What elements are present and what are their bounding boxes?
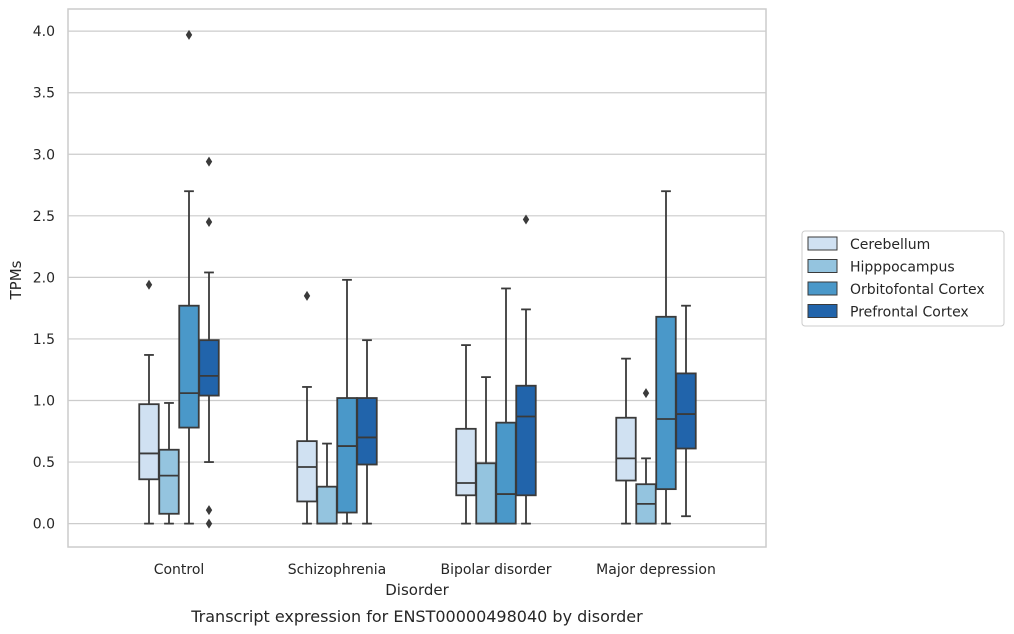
- x-axis-ticks: Control Schizophrenia Bipolar disorder Majo…: [154, 562, 716, 578]
- box-iqr: [475, 462, 497, 525]
- box-prefrontal-cortex: [515, 214, 537, 525]
- legend-label: Prefrontal Cortex: [850, 305, 969, 321]
- box-iqr: [316, 485, 338, 525]
- box-orbitofontal-cortex: [495, 287, 517, 525]
- outlier-point: [205, 216, 213, 227]
- y-tick-label: 2.0: [33, 270, 55, 286]
- y-tick-label: 0.5: [33, 455, 55, 471]
- y-axis-label: TPMs: [7, 260, 25, 300]
- box-iqr: [138, 403, 160, 481]
- outlier-point: [205, 505, 213, 516]
- box-iqr: [198, 339, 220, 397]
- box-iqr: [655, 315, 677, 491]
- axes-frame: [67, 8, 767, 548]
- y-tick-label: 1.5: [33, 332, 55, 348]
- legend-swatch: [807, 259, 838, 273]
- x-tick-label: Schizophrenia: [288, 562, 386, 578]
- y-tick-label: 3.0: [33, 147, 55, 163]
- box-iqr: [178, 304, 200, 429]
- box-prefrontal-cortex: [356, 339, 378, 525]
- legend-swatch: [807, 304, 838, 318]
- y-tick-label: 2.5: [33, 209, 55, 225]
- outlier-point: [205, 518, 213, 529]
- outlier-point: [303, 290, 311, 301]
- box-orbitofontal-cortex: [655, 190, 677, 525]
- box-iqr: [455, 427, 477, 497]
- box-hipppocampus: [475, 376, 497, 525]
- figure-caption: Transcript expression for ENST0000049804…: [190, 607, 643, 626]
- box-iqr: [158, 448, 180, 515]
- legend: Cerebellum Hipppocampus Orbitofontal Corte…: [801, 230, 1005, 327]
- x-tick-label: Control: [154, 562, 205, 578]
- legend-label: Orbitofontal Cortex: [850, 282, 985, 298]
- plot-area: [138, 29, 697, 529]
- legend-label: Cerebellum: [850, 237, 930, 253]
- box-iqr: [615, 416, 637, 482]
- y-axis-ticks: 0.0 0.5 1.0 1.5 2.0 2.5 3.0 3.5 4.0: [33, 24, 55, 532]
- legend-swatch: [807, 281, 838, 296]
- box-cerebellum: [615, 357, 637, 525]
- box-prefrontal-cortex: [198, 156, 220, 529]
- x-tick-label: Major depression: [596, 562, 716, 578]
- legend-label: Hipppocampus: [850, 260, 955, 276]
- x-tick-label: Bipolar disorder: [440, 562, 551, 578]
- box-prefrontal-cortex: [675, 304, 697, 518]
- box-orbitofontal-cortex: [336, 278, 358, 525]
- box-cerebellum: [138, 279, 160, 525]
- y-tick-label: 3.5: [33, 86, 55, 102]
- outlier-point: [205, 156, 213, 167]
- box-iqr: [675, 372, 697, 450]
- box-iqr: [495, 421, 517, 525]
- box-iqr: [336, 397, 358, 514]
- box-iqr: [356, 397, 378, 466]
- legend-frame: [801, 230, 1005, 327]
- box-hipppocampus: [635, 388, 657, 525]
- box-cerebellum: [296, 290, 318, 525]
- box-cerebellum: [455, 344, 477, 525]
- legend-swatch: [807, 236, 838, 251]
- x-axis-label: Disorder: [385, 581, 449, 599]
- box-orbitofontal-cortex: [178, 29, 200, 525]
- y-tick-label: 0.0: [33, 517, 55, 533]
- box-iqr: [296, 440, 318, 503]
- outlier-point: [145, 279, 153, 290]
- y-tick-label: 4.0: [33, 24, 55, 40]
- y-tick-label: 1.0: [33, 393, 55, 409]
- box-hipppocampus: [316, 442, 338, 525]
- outlier-point: [642, 388, 650, 399]
- box-iqr: [515, 384, 537, 497]
- box-hipppocampus: [158, 402, 180, 525]
- outlier-point: [522, 214, 530, 225]
- outlier-point: [185, 29, 193, 40]
